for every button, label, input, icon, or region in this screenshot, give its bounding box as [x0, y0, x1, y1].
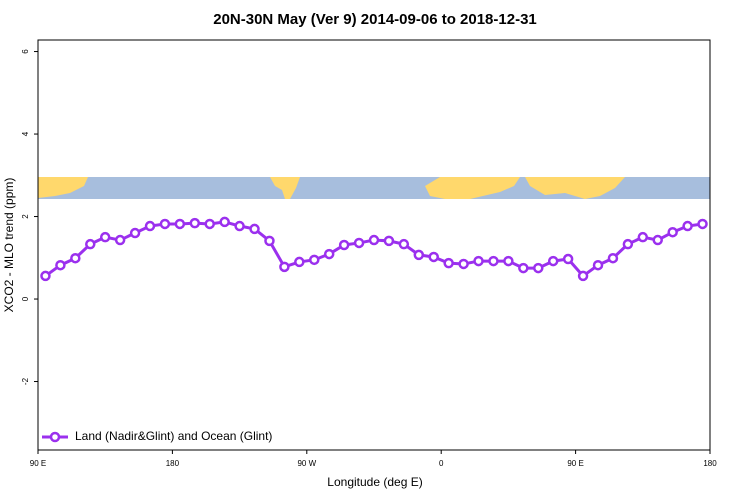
point — [518, 262, 529, 274]
chart-title: 20N-30N May (Ver 9) 2014-09-06 to 2018-1… — [213, 11, 537, 28]
point — [443, 257, 454, 269]
point — [114, 234, 126, 246]
point — [398, 238, 410, 250]
legend-marker — [49, 431, 61, 443]
point — [189, 217, 201, 229]
y-tick-label: 6 — [21, 49, 30, 54]
plot-frame — [37, 39, 711, 451]
point — [697, 218, 708, 230]
point — [40, 270, 51, 282]
x-axis-label: Longitude (deg E) — [327, 475, 422, 489]
point — [607, 252, 619, 264]
point — [682, 220, 693, 232]
point — [99, 231, 111, 243]
point — [353, 237, 365, 249]
point — [428, 251, 439, 263]
point — [338, 239, 350, 251]
point — [547, 255, 559, 267]
point — [592, 259, 604, 271]
x-tick-label: 90 W — [297, 459, 316, 468]
point — [458, 258, 469, 270]
point — [204, 218, 215, 230]
point — [577, 270, 589, 282]
point — [413, 249, 425, 261]
y-axis-label: XCO2 - MLO trend (ppm) — [2, 178, 16, 313]
y-tick-label: 0 — [21, 296, 30, 301]
point — [323, 248, 335, 260]
point — [234, 220, 245, 232]
point — [249, 223, 260, 235]
x-tick-label: 90 E — [30, 459, 46, 468]
point — [622, 238, 634, 250]
x-tick-label: 0 — [439, 459, 444, 468]
point — [533, 262, 544, 274]
point — [174, 218, 186, 230]
point — [368, 234, 380, 246]
point — [219, 216, 230, 228]
point — [652, 234, 663, 246]
point — [309, 254, 320, 266]
legend-label: Land (Nadir&Glint) and Ocean (Glint) — [75, 429, 272, 443]
point — [488, 255, 499, 267]
point — [70, 252, 81, 264]
y-tick-label: -2 — [21, 377, 30, 385]
x-tick-label: 90 E — [567, 459, 583, 468]
point — [562, 253, 574, 265]
point — [637, 231, 649, 243]
point — [473, 255, 484, 267]
y-tick-label: 2 — [21, 214, 30, 219]
map-strip — [38, 177, 710, 199]
y-tick-label: 4 — [21, 131, 30, 136]
point — [279, 261, 290, 273]
point — [383, 235, 395, 247]
x-tick-label: 180 — [166, 459, 180, 468]
point — [129, 227, 141, 239]
point — [85, 238, 96, 250]
point — [159, 218, 171, 230]
point — [55, 259, 66, 271]
point — [667, 226, 678, 238]
x-tick-label: 180 — [703, 459, 717, 468]
point — [264, 235, 275, 247]
point — [503, 255, 514, 267]
series-line — [44, 220, 703, 278]
point — [144, 220, 156, 232]
point — [294, 256, 305, 268]
